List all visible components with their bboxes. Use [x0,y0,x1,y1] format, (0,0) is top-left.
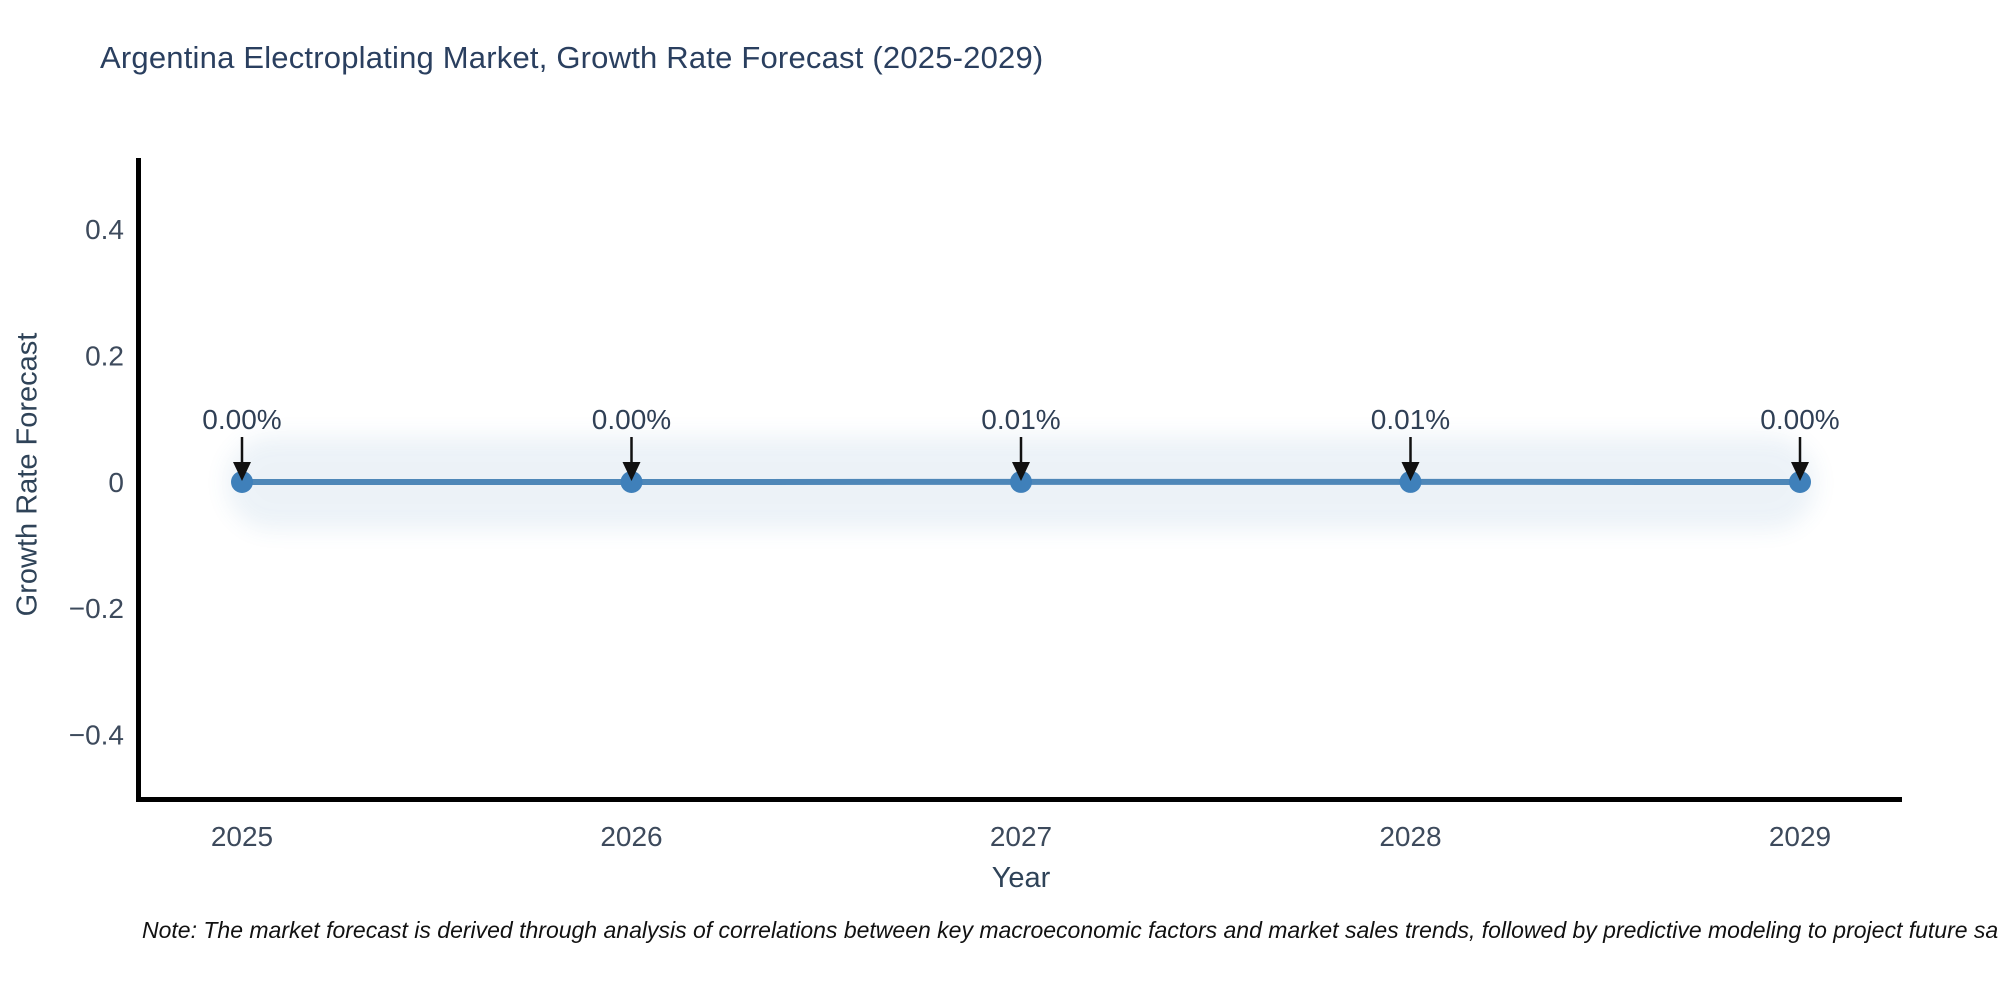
x-axis-title: Year [991,862,1051,894]
annotation-label-2026: 0.00% [592,404,671,435]
y-tick-label: 0.2 [85,340,124,371]
annotation-label-2027: 0.01% [981,404,1060,435]
annotation-arrowhead-2028 [1401,462,1420,481]
data-point-2028 [1399,470,1422,493]
x-tick-label: 2028 [1379,821,1441,852]
y-tick-label: 0 [108,467,124,498]
annotation-arrowhead-2026 [622,462,641,481]
annotation-label-2028: 0.01% [1371,404,1450,435]
y-axis-title: Growth Rate Forecast [11,332,44,617]
y-tick-label: −0.4 [69,720,124,751]
annotation-label-2025: 0.00% [202,404,281,435]
annotation-label-2029: 0.00% [1760,404,1839,435]
x-tick-label: 2025 [211,821,273,852]
annotation-arrowhead-2029 [1791,462,1809,481]
data-point-2027 [1010,470,1032,493]
y-tick-label: 0.4 [85,214,124,245]
chart-title: Argentina Electroplating Market, Growth … [100,40,1044,75]
data-point-2026 [620,471,643,493]
x-tick-label: 2029 [1769,821,1831,852]
x-tick-label: 2026 [600,821,662,852]
data-point-2029 [1789,471,1811,493]
annotation-arrowhead-2027 [1012,462,1030,481]
y-tick-label: −0.2 [69,593,124,624]
annotation-arrowhead-2025 [233,462,251,481]
data-point-2025 [231,471,253,493]
x-tick-label: 2027 [990,821,1052,852]
y-axis-spine [136,158,141,802]
footnote: Note: The market forecast is derived thr… [142,917,1999,943]
x-axis-spine [136,797,1902,802]
